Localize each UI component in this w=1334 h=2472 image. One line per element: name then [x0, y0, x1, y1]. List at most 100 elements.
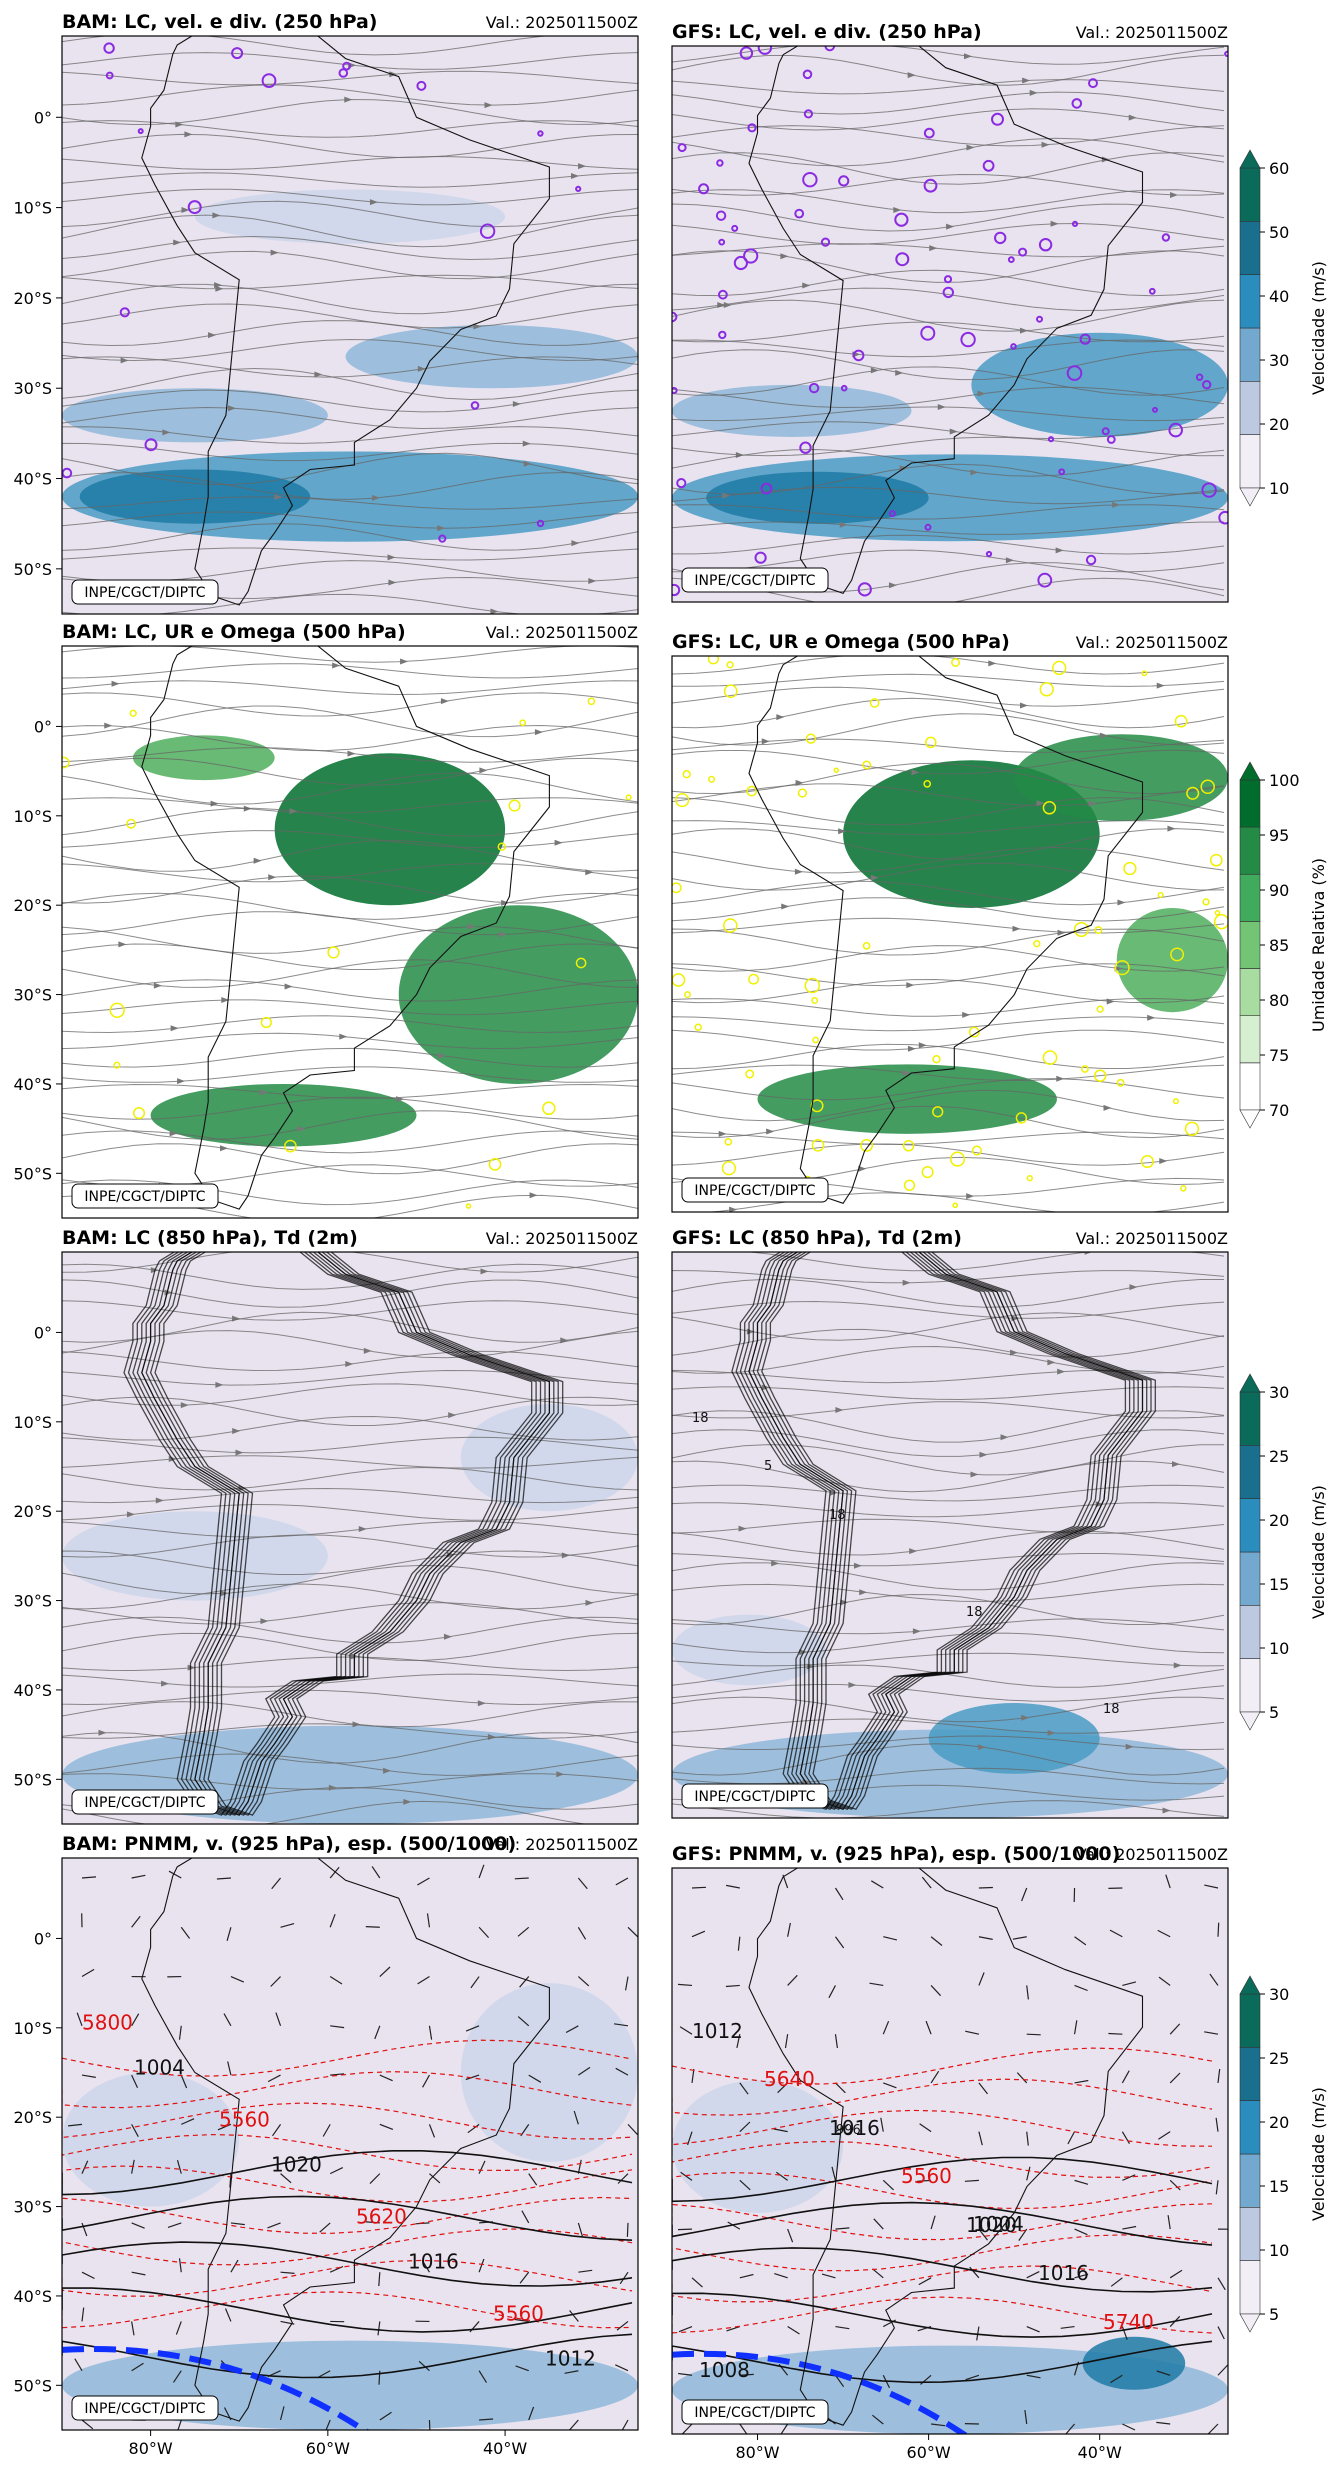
- coastline: [748, 1868, 1144, 2426]
- panel-title: GFS: LC, UR e Omega (500 hPa): [672, 631, 1010, 653]
- map-panel-2: GFS: LC, vel. e div. (250 hPa) Val.: 2025…: [671, 21, 1229, 603]
- streamline: [62, 1279, 638, 1308]
- wind-barb: [1074, 2179, 1089, 2185]
- wind-barb: [81, 2222, 88, 2237]
- wind-barb: [615, 2364, 629, 2372]
- fill-region-3: [672, 2080, 844, 2213]
- streamline-arrow: [389, 71, 398, 78]
- wind-barb: [81, 2271, 95, 2280]
- streamline: [62, 1520, 638, 1538]
- omega-contour: [1174, 714, 1188, 728]
- wind-barb: [737, 1936, 741, 1951]
- omega-contour: [109, 1002, 125, 1018]
- map-frame: [671, 1251, 1229, 1819]
- colorbar-extend-max: [1239, 1975, 1261, 1995]
- streamline-arrow: [153, 982, 162, 989]
- streamline: [672, 1064, 1225, 1082]
- wind-barb: [1217, 1922, 1220, 1937]
- divergence-contour: [942, 286, 954, 299]
- contour-label: 1004: [973, 2212, 1024, 2236]
- wind-barb: [882, 2020, 890, 2035]
- wind-barb: [725, 1984, 740, 1988]
- streamline-arrow: [906, 982, 915, 989]
- divergence-contour: [1218, 510, 1228, 525]
- wind-barb: [917, 2179, 932, 2182]
- streamline: [672, 1696, 1225, 1723]
- streamline: [62, 338, 638, 362]
- wind-barb: [821, 2273, 836, 2279]
- wind-barb: [479, 2418, 494, 2421]
- thickness-contour: [62, 2259, 633, 2297]
- colorbar-segment: [1239, 167, 1261, 222]
- streamline-arrow: [387, 554, 396, 561]
- wind-barb: [565, 2025, 579, 2034]
- omega-contour: [748, 973, 760, 985]
- streamline-arrow: [484, 102, 493, 109]
- divergence-contour: [840, 384, 848, 392]
- wind-barb: [377, 2321, 381, 2336]
- streamline: [62, 1300, 638, 1321]
- divergence-contour: [924, 523, 932, 531]
- wind-barb: [478, 1926, 490, 1939]
- fill-region-3: [150, 1083, 417, 1147]
- wind-barb: [515, 2365, 529, 2372]
- streamline: [62, 84, 638, 106]
- divergence-contour: [991, 112, 1004, 126]
- streamline: [672, 846, 1225, 874]
- wind-barb: [429, 2173, 441, 2184]
- wind-barb: [371, 1866, 381, 1879]
- wind-barb: [578, 2269, 593, 2273]
- divergence-contour: [960, 331, 976, 348]
- wind-barb: [131, 2013, 140, 2027]
- omega-contour: [129, 709, 137, 717]
- wind-barb: [428, 2419, 431, 2430]
- wind-barb: [421, 2259, 430, 2273]
- panel-valid-time: Val.: 2025011500Z: [486, 1229, 638, 1248]
- streamline-arrow: [858, 1165, 867, 1172]
- omega-contour: [723, 684, 738, 699]
- omega-contour: [1042, 801, 1057, 815]
- wind-barb: [379, 1966, 391, 1977]
- map-body: 18 18 18 18 5: [672, 1252, 1228, 1818]
- fill-region-3: [672, 1614, 826, 1686]
- streamline: [62, 1503, 638, 1521]
- streamline: [672, 79, 1225, 95]
- streamline: [672, 1530, 1225, 1556]
- divergence-contour: [757, 46, 773, 55]
- streamline-arrow: [946, 223, 955, 230]
- omega-contour: [1096, 1005, 1104, 1013]
- wind-barb: [726, 2325, 741, 2332]
- pressure-contour: [62, 2195, 633, 2241]
- omega-contour: [625, 794, 632, 801]
- divergence-contour: [733, 255, 749, 271]
- streamline-arrow: [838, 828, 847, 835]
- divergence-contour: [1058, 468, 1066, 476]
- streamline: [62, 235, 638, 261]
- divergence-contour: [982, 159, 995, 172]
- wind-barb: [978, 1886, 993, 1889]
- streamline-arrow: [448, 1412, 457, 1419]
- colorbar-segment: [1239, 826, 1261, 875]
- streamline-arrow: [1088, 800, 1097, 807]
- divergence-contour: [672, 583, 681, 597]
- omega-contour: [968, 1026, 980, 1038]
- contour-label: 18: [966, 1605, 983, 1620]
- wind-barb: [167, 2222, 182, 2228]
- divergence-contour: [1224, 50, 1228, 57]
- omega-contour: [1081, 1065, 1089, 1073]
- streamline: [62, 172, 638, 188]
- streamline: [62, 283, 638, 315]
- colorbar-label: Velocidade (m/s): [1309, 261, 1328, 395]
- wind-barb: [465, 2074, 480, 2081]
- streamline: [62, 1583, 638, 1610]
- watermark-label: INPE/CGCT/DIPTC: [694, 1183, 815, 1199]
- divergence-contour: [1010, 343, 1017, 350]
- streamline: [672, 673, 1225, 687]
- divergence-contour: [479, 223, 496, 239]
- map-panel-6: 18 18 18 18 5 GFS: LC (850 hPa), Td (2m) Val.:…: [671, 1227, 1229, 1819]
- omega-contour: [675, 793, 690, 808]
- wind-barb: [81, 1968, 95, 1978]
- wind-barb: [514, 1877, 529, 1880]
- wind-barb: [773, 2128, 788, 2133]
- wind-barb: [978, 1972, 985, 1986]
